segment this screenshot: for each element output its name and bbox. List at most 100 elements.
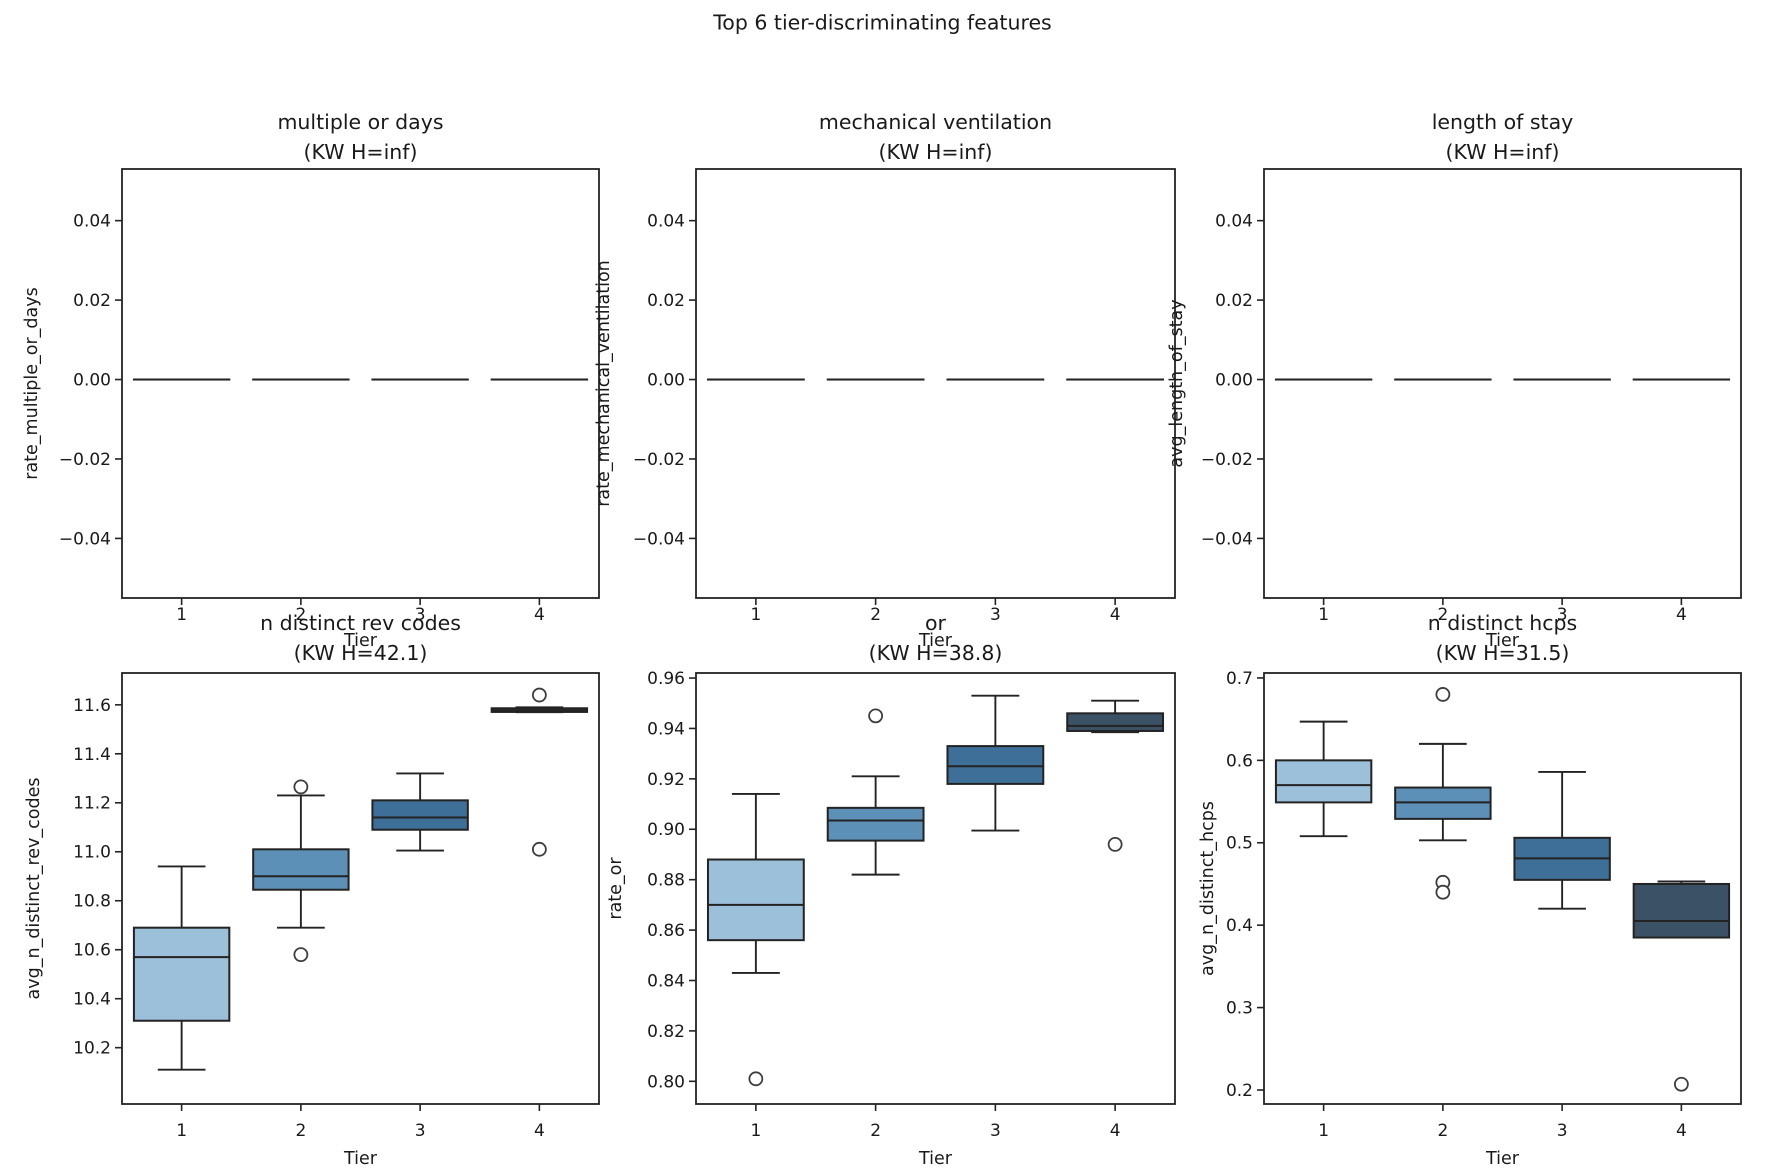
x-axis-label: Tier [343, 631, 378, 651]
y-axis-label: avg_n_distinct_hcps [1198, 801, 1218, 976]
box-rect [826, 806, 925, 842]
y-tick-label: 0.90 [647, 820, 685, 840]
box-tier-3 [1513, 770, 1611, 910]
axes-frame [121, 672, 600, 1105]
y-axis-label: rate_or [606, 857, 626, 920]
y-tick-label: 11.6 [73, 696, 111, 716]
axes-frame [1263, 168, 1742, 599]
subplot-subtitle: (KW H=inf) [1446, 140, 1560, 164]
box-tier-4 [1632, 880, 1731, 1092]
subplot-title: n distinct hcps [1428, 611, 1577, 635]
y-tick-label: −0.04 [633, 529, 685, 549]
box-rect [1632, 882, 1731, 939]
outlier-point [293, 779, 309, 795]
x-tick-label: 1 [750, 1121, 761, 1141]
subplot-6: n distinct hcps (KW H=31.5) 0.7 0.6 0.5 0.4 0.… [1198, 611, 1742, 1169]
x-tick-label: 1 [1318, 1121, 1329, 1141]
outlier-point [531, 841, 547, 857]
y-tick-label: 0.04 [647, 212, 685, 232]
y-tick-label: 0.00 [647, 370, 685, 390]
y-tick-label: −0.02 [1201, 450, 1253, 470]
outlier-point [1107, 836, 1123, 852]
box-tier-4 [490, 687, 589, 857]
subplot-title: n distinct rev codes [260, 611, 461, 635]
outlier-point [531, 687, 547, 703]
subplot-title: mechanical ventilation [819, 110, 1052, 134]
y-tick-label: 0.02 [1215, 291, 1253, 311]
subplot-title: multiple or days [277, 110, 443, 134]
y-tick-label: −0.04 [59, 529, 111, 549]
y-tick-label: 0.00 [1215, 370, 1253, 390]
box-tier-1 [1274, 720, 1373, 838]
x-tick-label: 4 [1110, 605, 1121, 625]
x-tick-label: 3 [1557, 605, 1568, 625]
subplot-subtitle: (KW H=42.1) [294, 641, 428, 665]
x-tick-label: 4 [534, 605, 545, 625]
x-tick-label: 2 [870, 1121, 881, 1141]
x-tick-label: 1 [750, 605, 761, 625]
outlier-point [1435, 884, 1451, 900]
subplot-5: or (KW H=38.8) 0.96 0.94 0.92 0.90 0.88 0.86 0.8… [606, 611, 1176, 1169]
x-tick-label: 3 [415, 605, 426, 625]
outlier-point [868, 708, 884, 724]
y-tick-label: 0.04 [73, 212, 111, 232]
y-tick-label: −0.04 [1201, 529, 1253, 549]
box-rect [252, 848, 350, 891]
y-tick-label: 0.3 [1226, 999, 1253, 1019]
y-tick-label: 0.4 [1226, 916, 1253, 936]
subplot-subtitle: (KW H=inf) [304, 140, 418, 164]
x-tick-label: 3 [990, 605, 1001, 625]
x-tick-label: 4 [534, 1121, 545, 1141]
y-axis-label: avg_length_of_stay [1167, 299, 1187, 467]
box-rect [1066, 712, 1165, 732]
x-tick-label: 1 [176, 1121, 187, 1141]
y-tick-label: 0.86 [647, 921, 685, 941]
axes-frame [695, 168, 1176, 599]
y-tick-label: 11.4 [73, 745, 111, 765]
y-tick-label: 0.02 [73, 291, 111, 311]
x-tick-label: 3 [1557, 1121, 1568, 1141]
y-tick-label: 10.2 [73, 1039, 111, 1059]
subplot-2: mechanical ventilation (KW H=inf) 0.04 0.02… [594, 110, 1176, 651]
x-tick-label: 2 [295, 1121, 306, 1141]
y-tick-label: 11.2 [73, 794, 111, 814]
x-tick-label: 1 [176, 605, 187, 625]
y-tick-label: 0.92 [647, 770, 685, 790]
y-tick-label: 10.6 [73, 941, 111, 961]
x-tick-label: 2 [1437, 605, 1448, 625]
outlier-point [1673, 1076, 1689, 1092]
y-tick-label: 0.7 [1226, 669, 1253, 689]
outlier-point [1435, 687, 1451, 702]
subplot-title: length of stay [1432, 110, 1574, 134]
y-tick-label: 0.04 [1215, 212, 1253, 232]
x-axis-label: Tier [343, 1149, 378, 1169]
box-rect [946, 745, 1045, 785]
axes-frame [121, 168, 600, 599]
y-tick-label: 10.4 [73, 990, 111, 1010]
box-rect [371, 799, 469, 831]
y-tick-label: 0.82 [647, 1022, 685, 1042]
y-tick-label: 0.80 [647, 1072, 685, 1092]
y-tick-label: 0.00 [73, 370, 111, 390]
box-rect [706, 858, 805, 942]
subplot-4: n distinct rev codes (KW H=42.1) 11.6 11.4 1… [24, 611, 600, 1169]
y-axis-label: rate_mechanical_ventilation [594, 260, 614, 507]
x-tick-label: 4 [1676, 605, 1687, 625]
x-axis-label: Tier [918, 1149, 953, 1169]
box-tier-2 [826, 708, 925, 876]
y-tick-label: 0.94 [647, 719, 685, 739]
x-axis-label: Tier [1485, 1149, 1520, 1169]
outlier-point [748, 1071, 764, 1087]
x-tick-label: 2 [870, 605, 881, 625]
box-rect [1274, 759, 1373, 804]
y-tick-label: 0.6 [1226, 751, 1253, 771]
subplot-subtitle: (KW H=inf) [879, 140, 993, 164]
axes-frame [1263, 672, 1742, 1105]
x-tick-label: 1 [1318, 605, 1329, 625]
x-tick-label: 4 [1676, 1121, 1687, 1141]
figure-title: Top 6 tier-discriminating features [713, 10, 1052, 35]
axes-frame [695, 672, 1176, 1105]
y-tick-label: 11.0 [73, 843, 111, 863]
